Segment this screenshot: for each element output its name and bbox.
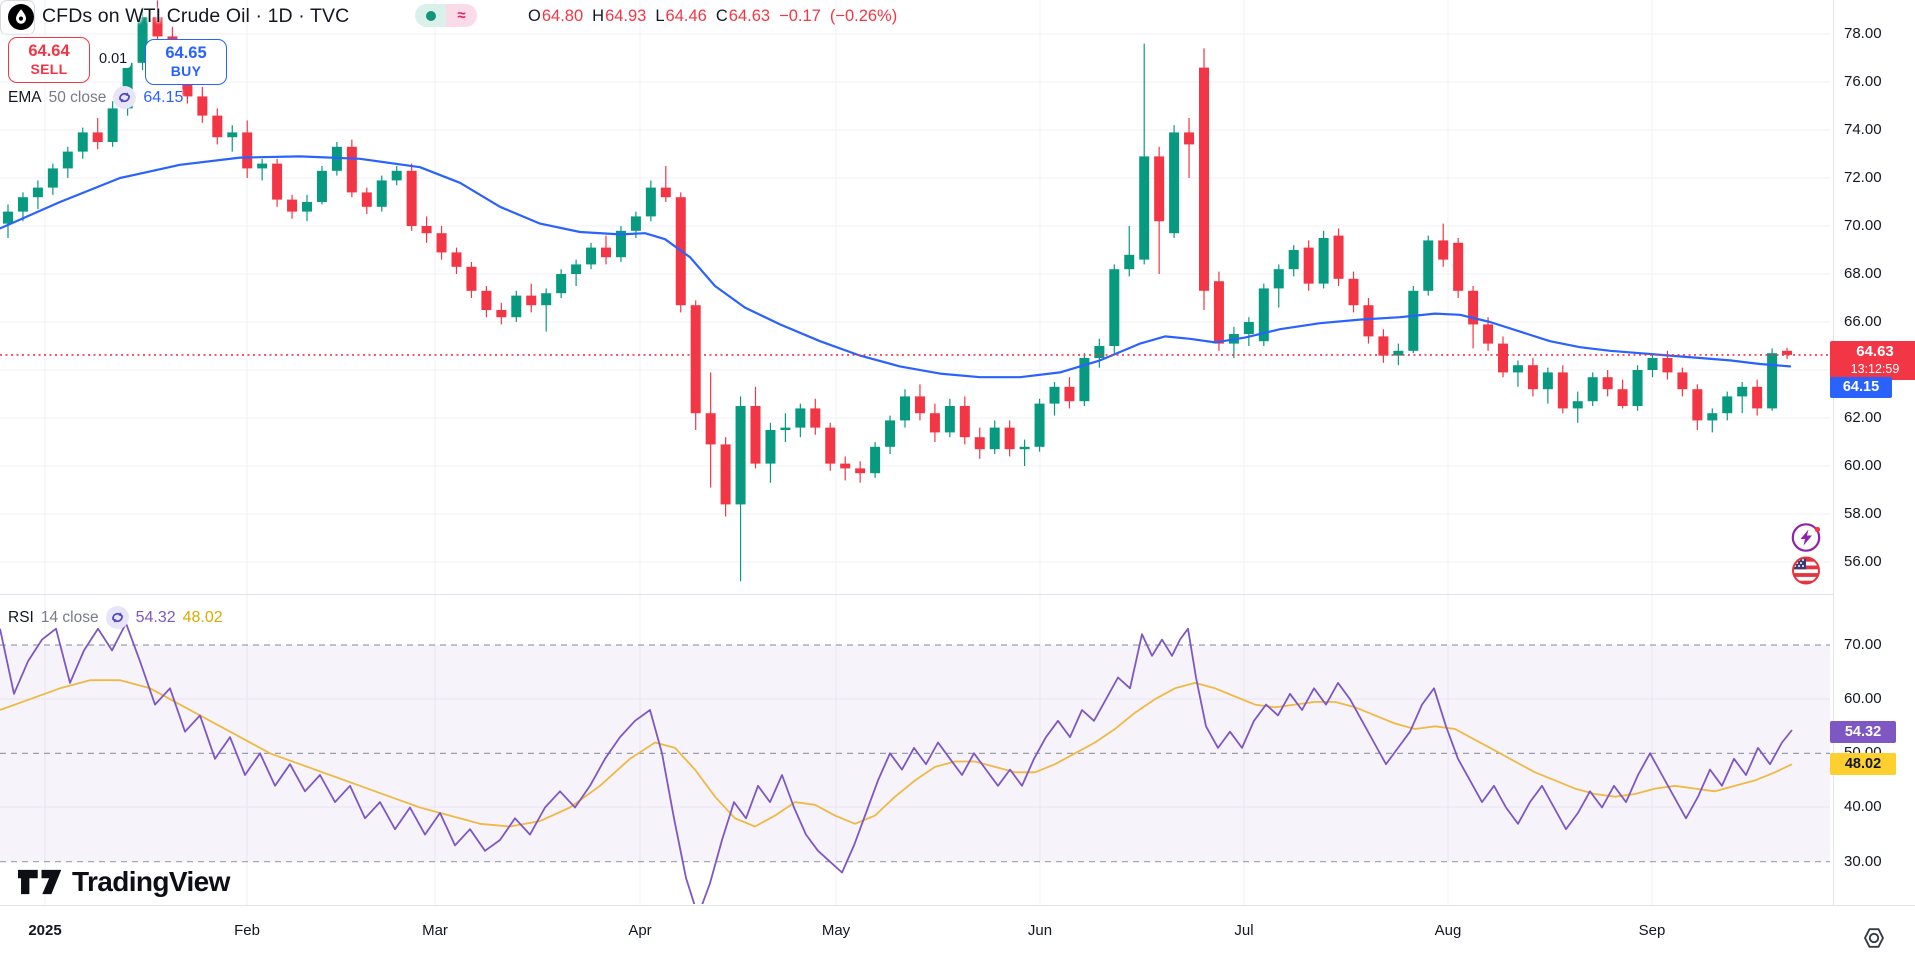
price-axis[interactable]: 30.0040.0050.0060.0070.0056.0058.0060.00… bbox=[1830, 0, 1915, 905]
market-status-toggle[interactable]: ≈ bbox=[415, 4, 477, 27]
ema-price-badge: 64.15 bbox=[1830, 377, 1892, 398]
bar-countdown: 13:12:59 bbox=[1850, 361, 1900, 376]
price-axis-label: 62.00 bbox=[1844, 409, 1882, 426]
oil-symbol-logo bbox=[8, 4, 34, 30]
price-axis-label: 58.00 bbox=[1844, 505, 1882, 522]
rsi-pane-series[interactable] bbox=[0, 622, 1793, 916]
price-axis-label: 66.00 bbox=[1844, 313, 1882, 330]
price-axis-label: 30.00 bbox=[1844, 853, 1882, 870]
open-value: 64.80 bbox=[541, 7, 584, 25]
spread-value: 0.01 bbox=[95, 50, 132, 68]
us-market-flag-button[interactable] bbox=[1790, 554, 1823, 592]
price-axis-label: 56.00 bbox=[1844, 553, 1882, 570]
pane-separator[interactable] bbox=[0, 594, 1915, 595]
rsi-axis-badge: 54.32 bbox=[1830, 721, 1896, 743]
axis-settings-button[interactable] bbox=[1858, 922, 1890, 954]
rsi-band bbox=[0, 644, 1830, 863]
price-axis-label: 76.00 bbox=[1844, 73, 1882, 90]
time-axis-label: Feb bbox=[234, 922, 260, 939]
us-flag-icon bbox=[1793, 557, 1819, 584]
market-open-indicator bbox=[415, 4, 446, 27]
instant-trading-button[interactable] bbox=[1790, 521, 1823, 559]
price-axis-label: 70.00 bbox=[1844, 217, 1882, 234]
ema-sync-button[interactable] bbox=[113, 86, 137, 109]
tradingview-wordmark: TradingView bbox=[72, 866, 230, 897]
gear-icon bbox=[1864, 928, 1884, 948]
price-axis-label: 72.00 bbox=[1844, 169, 1882, 186]
ema-indicator-legend[interactable]: EMA 50 close 64.15 bbox=[8, 86, 183, 109]
rsi-name: RSI bbox=[8, 608, 34, 626]
notification-dot bbox=[1814, 526, 1821, 533]
sync-arrows-icon bbox=[119, 92, 131, 103]
price-axis-label: 40.00 bbox=[1844, 798, 1882, 815]
lightning-bolt-icon bbox=[1800, 529, 1812, 546]
market-open-dot-icon bbox=[425, 10, 436, 21]
time-axis-label: Jul bbox=[1234, 922, 1254, 939]
time-axis-label: Apr bbox=[628, 922, 652, 939]
rsi-sync-button[interactable] bbox=[105, 606, 129, 629]
time-axis-label: Sep bbox=[1638, 922, 1666, 939]
grid bbox=[0, 0, 1830, 905]
price-axis-label: 60.00 bbox=[1844, 690, 1882, 707]
rsi-indicator-legend[interactable]: RSI 14 close 54.32 48.02 bbox=[8, 606, 223, 629]
low-value: 64.46 bbox=[665, 7, 707, 25]
high-value: 64.93 bbox=[605, 7, 647, 25]
time-axis-label: 2025 bbox=[28, 922, 62, 939]
rsi-value: 54.32 bbox=[135, 608, 176, 626]
rsi-line bbox=[0, 622, 1793, 904]
rsi-params: 14 close bbox=[40, 608, 99, 626]
buy-price: 64.65 bbox=[165, 44, 207, 63]
rsi-ma-value: 48.02 bbox=[182, 608, 223, 626]
time-axis-label: Aug bbox=[1434, 922, 1462, 939]
buy-label: BUY bbox=[170, 63, 202, 80]
tradingview-mark-icon bbox=[18, 869, 62, 895]
symbol-title[interactable]: CFDs on WTI Crude Oil · 1D · TVC bbox=[42, 5, 350, 27]
open-label: O bbox=[528, 7, 541, 25]
change-value: −0.17 bbox=[779, 7, 821, 25]
ema-params: 50 close bbox=[48, 88, 107, 106]
price-axis-label: 74.00 bbox=[1844, 121, 1882, 138]
candlestick-series[interactable] bbox=[3, 0, 1793, 582]
tradingview-logo[interactable]: TradingView bbox=[18, 866, 230, 898]
close-value: 64.63 bbox=[728, 7, 771, 25]
high-label: H bbox=[592, 7, 605, 25]
rsi-ma-line bbox=[0, 679, 1793, 828]
current-price-badge: 64.63 13:12:59 bbox=[1830, 341, 1915, 380]
price-axis-label: 70.00 bbox=[1844, 636, 1882, 653]
price-axis-label: 68.00 bbox=[1844, 265, 1882, 282]
ema-value: 64.15 bbox=[143, 88, 184, 106]
ohlc-readout: O 64.80 H 64.93 L 64.46 C 64.63 −0.17 (−0.26… bbox=[528, 7, 897, 26]
sell-button[interactable]: 64.64 SELL bbox=[8, 37, 90, 83]
time-axis[interactable]: 2025 Feb Mar Apr May Jun Jul Aug Sep bbox=[0, 905, 1915, 956]
ema-line[interactable] bbox=[0, 155, 1792, 379]
time-axis-label: Mar bbox=[422, 922, 448, 939]
time-axis-label: May bbox=[821, 922, 851, 939]
change-percent: (−0.26%) bbox=[829, 7, 898, 25]
sell-price: 64.64 bbox=[28, 42, 70, 61]
price-axis-label: 78.00 bbox=[1844, 25, 1882, 42]
ema-name: EMA bbox=[8, 88, 42, 106]
approx-price-icon: ≈ bbox=[446, 4, 477, 27]
buy-button[interactable]: 64.65 BUY bbox=[145, 39, 227, 85]
time-axis-label: Jun bbox=[1027, 922, 1053, 939]
close-label: C bbox=[715, 7, 728, 25]
sync-arrows-icon bbox=[111, 612, 123, 623]
low-label: L bbox=[655, 7, 665, 25]
price-axis-label: 60.00 bbox=[1844, 457, 1882, 474]
current-price-value: 64.63 bbox=[1856, 343, 1894, 360]
rsi-ma-axis-badge: 48.02 bbox=[1830, 753, 1896, 775]
droplet-icon bbox=[16, 9, 26, 24]
sell-label: SELL bbox=[30, 61, 68, 78]
